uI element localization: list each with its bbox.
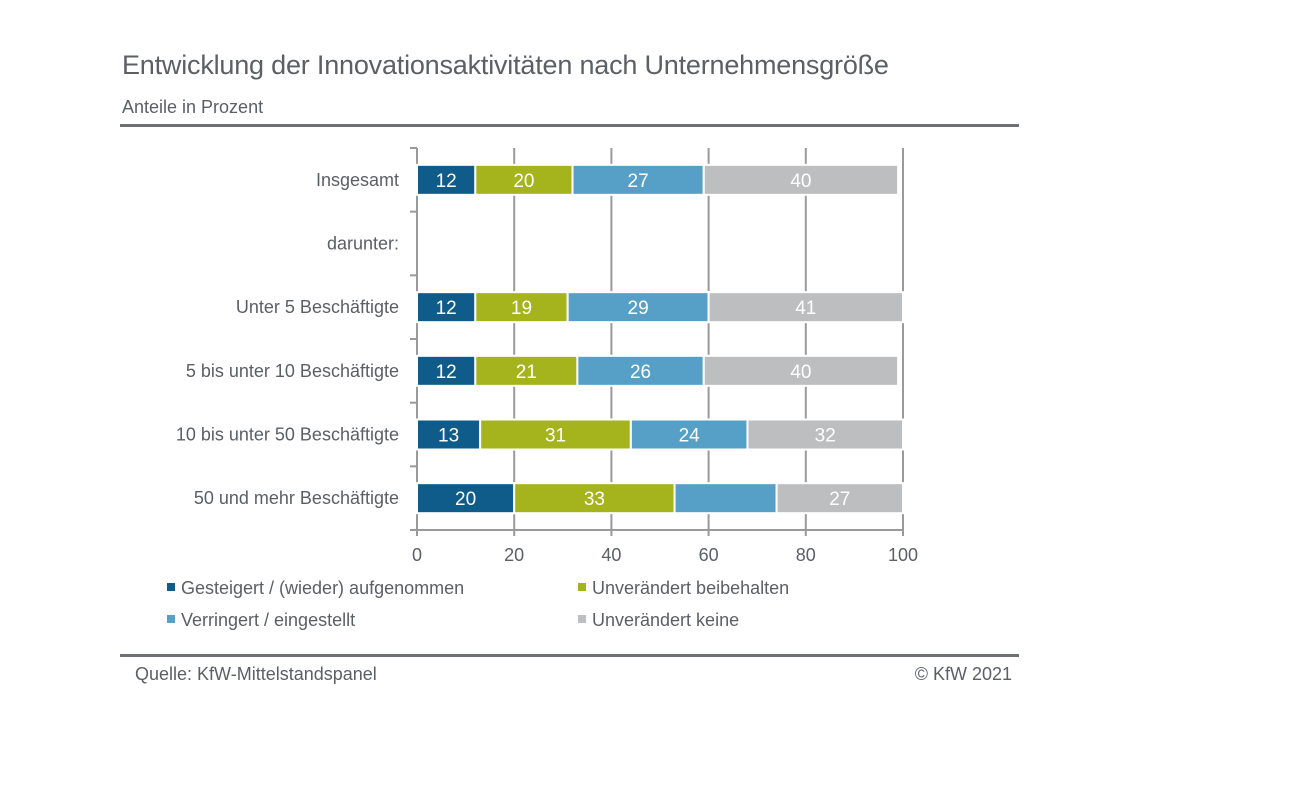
bar-segment [479, 418, 632, 451]
bar-segment [775, 482, 905, 515]
bar-value-label: 21 [516, 362, 537, 383]
legend-label: Unverändert beibehalten [592, 578, 790, 598]
chart-title: Entwicklung der Innovationsaktivitäten n… [122, 50, 889, 80]
legend-item: Gesteigert / (wieder) aufgenommen [167, 578, 464, 599]
x-tick-label: 60 [699, 545, 719, 565]
bar-value-label: 33 [584, 489, 605, 510]
bar-value-label: 32 [815, 426, 836, 447]
bar-segment [707, 291, 904, 324]
legend-item: Unverändert keine [578, 610, 739, 631]
bar-segment [702, 163, 900, 196]
x-tick-label: 20 [504, 545, 524, 565]
bar-segment [416, 354, 477, 387]
x-tick-label: 0 [412, 545, 422, 565]
bar-segment [571, 163, 705, 196]
bar-value-label: 40 [790, 171, 811, 192]
legend-item: Verringert / eingestellt [167, 610, 355, 631]
legend-swatch [167, 583, 175, 592]
bar-value-label: 24 [679, 426, 701, 447]
bar-value-label: 12 [436, 362, 457, 383]
category-label: Insgesamt [316, 170, 399, 190]
x-tick-label: 80 [796, 545, 816, 565]
bar-value-label: 26 [630, 362, 651, 383]
category-label: 5 bis unter 10 Beschäftigte [186, 361, 399, 381]
bar-value-label: 40 [790, 362, 811, 383]
bar-segment [576, 354, 705, 387]
top-divider [120, 124, 1019, 127]
bar-segment [629, 418, 749, 451]
bar-value-label: 41 [795, 298, 816, 319]
bar-segment [416, 291, 477, 324]
bar-segment [474, 163, 574, 196]
legend-swatch [578, 583, 586, 592]
bar-segment [746, 418, 904, 451]
chart-subtitle: Anteile in Prozent [122, 97, 264, 117]
copyright-note: © KfW 2021 [914, 664, 1012, 684]
bar-value-label: 19 [511, 298, 532, 319]
category-label: 50 und mehr Beschäftigte [194, 488, 399, 508]
bottom-divider [120, 654, 1019, 657]
bar-value-label: 31 [545, 426, 566, 447]
bar-segment [474, 291, 569, 324]
legend-label: Verringert / eingestellt [181, 610, 356, 630]
bar-value-label: 20 [513, 171, 534, 192]
bar-value-label: 13 [438, 426, 459, 447]
source-note: Quelle: KfW-Mittelstandspanel [135, 664, 377, 684]
legend-label: Unverändert keine [592, 610, 740, 630]
category-label: 10 bis unter 50 Beschäftigte [176, 425, 399, 445]
bar-value-label: 27 [829, 489, 850, 510]
bar-segment [702, 354, 900, 387]
legend-label: Gesteigert / (wieder) aufgenommen [181, 578, 465, 598]
legend-swatch [578, 615, 586, 624]
bar-segment [566, 291, 710, 324]
bar-value-label: 29 [628, 298, 649, 319]
category-label: Unter 5 Beschäftigte [236, 297, 399, 317]
bar-segment [474, 354, 579, 387]
bar-value-label: 20 [455, 489, 476, 510]
x-tick-label: 100 [888, 545, 918, 565]
legend-swatch [167, 615, 175, 624]
bar-value-label: 12 [436, 298, 457, 319]
category-label: darunter: [327, 234, 399, 254]
legend-item: Unverändert beibehalten [578, 578, 789, 599]
bar-value-label: 27 [628, 171, 649, 192]
bar-segment [416, 163, 477, 196]
bar-segment [673, 482, 778, 515]
x-tick-label: 40 [601, 545, 621, 565]
bar-value-label: 12 [436, 171, 457, 192]
